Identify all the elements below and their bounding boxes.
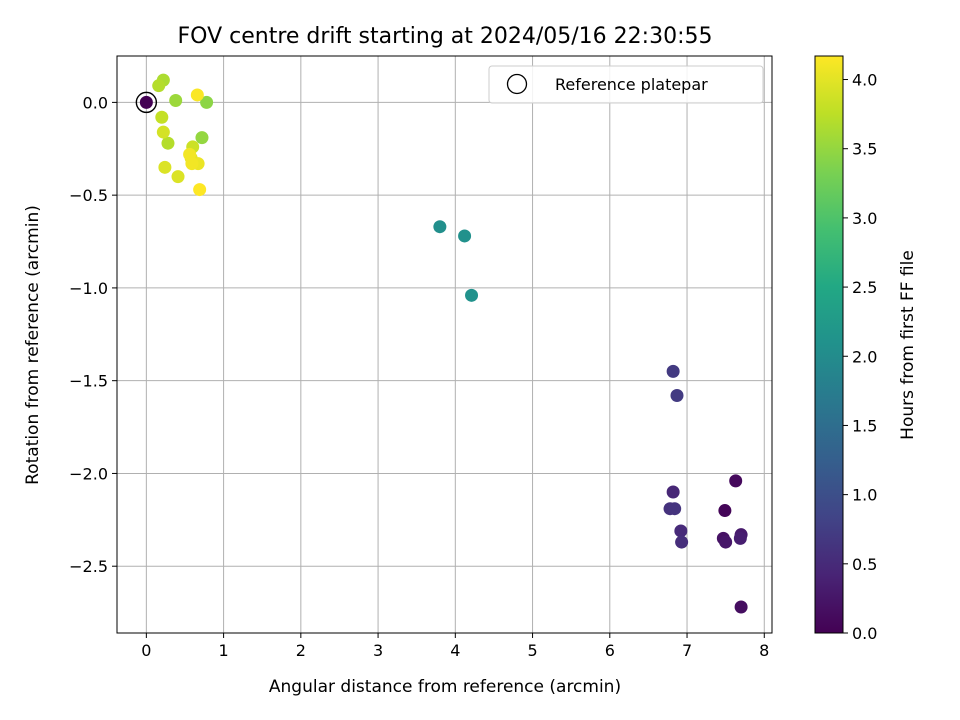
data-point — [674, 524, 688, 538]
data-point — [719, 535, 733, 549]
data-point — [718, 504, 732, 518]
colorbar-tick-label: 1.5 — [852, 416, 877, 435]
colorbar-tick-label: 1.0 — [852, 486, 877, 505]
data-point — [185, 157, 199, 171]
x-tick-label: 0 — [141, 641, 151, 660]
colorbar-tick-label: 3.5 — [852, 140, 877, 159]
data-point — [666, 485, 680, 499]
x-tick-label: 1 — [218, 641, 228, 660]
y-tick-label: 0.0 — [83, 93, 108, 112]
y-tick-label: −0.5 — [69, 186, 108, 205]
data-point — [156, 125, 170, 139]
data-point — [666, 364, 680, 378]
data-point — [152, 79, 166, 93]
x-tick-label: 7 — [682, 641, 692, 660]
colorbar-tick-label: 2.0 — [852, 347, 877, 366]
data-point — [465, 288, 479, 302]
data-point — [161, 136, 175, 150]
data-point — [155, 110, 169, 124]
legend: Reference platepar — [488, 65, 764, 104]
colorbar-tick-label: 3.0 — [852, 209, 877, 228]
x-tick-label: 2 — [296, 641, 306, 660]
y-tick-label: −1.5 — [69, 372, 108, 391]
data-point — [158, 160, 172, 174]
colorbar-tick-label: 0.0 — [852, 624, 877, 643]
data-points — [139, 73, 748, 614]
y-axis-label: Rotation from reference (arcmin) — [23, 205, 43, 485]
data-point — [193, 183, 207, 197]
colorbar-tick-label: 4.0 — [852, 71, 877, 90]
legend-reference-marker — [506, 73, 528, 95]
data-point — [729, 474, 743, 488]
colorbar-label: Hours from first FF file — [898, 250, 918, 440]
data-point — [670, 389, 684, 403]
x-tick-label: 4 — [450, 641, 460, 660]
chart-title: FOV centre drift starting at 2024/05/16 … — [178, 24, 713, 49]
reference-platepar-marker — [135, 91, 158, 114]
data-point — [675, 535, 689, 549]
y-tick-label: −1.0 — [69, 279, 108, 298]
data-point — [190, 88, 204, 102]
colorbar: 0.0 0.5 1.0 1.5 2.0 2.5 3.0 3.5 4.0 Hours from f… — [814, 55, 918, 643]
x-tick-label: 5 — [527, 641, 537, 660]
grid-lines — [117, 56, 772, 633]
data-point — [139, 95, 153, 109]
data-point — [171, 170, 185, 184]
colorbar-gradient — [814, 55, 844, 634]
colorbar-ticks: 0.0 0.5 1.0 1.5 2.0 2.5 3.0 3.5 4.0 — [843, 71, 877, 643]
x-tick-label: 3 — [373, 641, 383, 660]
legend-box — [488, 65, 764, 104]
data-point — [200, 95, 214, 109]
data-point — [734, 600, 748, 614]
y-tick-label: −2.0 — [69, 464, 108, 483]
x-axis-ticks: 0 1 2 3 4 5 6 7 8 — [141, 633, 769, 660]
x-tick-label: 6 — [605, 641, 615, 660]
data-point — [195, 131, 209, 145]
colorbar-tick-label: 2.5 — [852, 278, 877, 297]
reference-marker-layer — [135, 91, 158, 114]
colorbar-tick-label: 0.5 — [852, 555, 877, 574]
data-point — [733, 531, 747, 545]
legend-entry-reference: Reference platepar — [555, 75, 708, 94]
x-tick-label: 8 — [759, 641, 769, 660]
y-tick-label: −2.5 — [69, 557, 108, 576]
data-point — [668, 502, 682, 516]
y-axis-ticks: 0.0 −0.5 −1.0 −1.5 −2.0 −2.5 — [69, 93, 117, 576]
data-point — [458, 229, 472, 243]
data-point — [433, 220, 447, 234]
x-axis-label: Angular distance from reference (arcmin) — [269, 677, 621, 697]
plot-frame — [116, 55, 773, 634]
data-point — [169, 94, 183, 108]
